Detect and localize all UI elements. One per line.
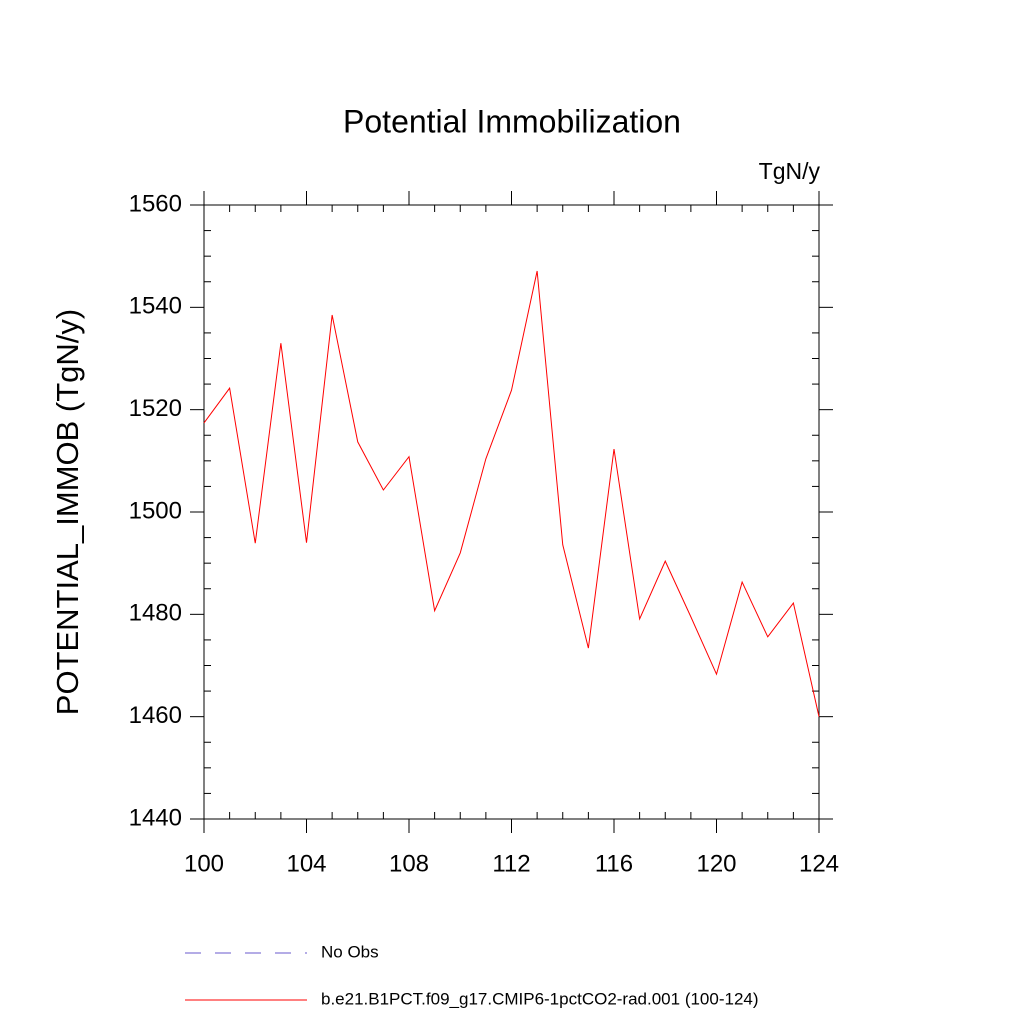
legend-label: b.e21.B1PCT.f09_g17.CMIP6-1pctCO2-rad.00… — [321, 989, 759, 1008]
legend-label: No Obs — [321, 942, 379, 961]
y-tick-label: 1560 — [129, 190, 182, 217]
x-tick-label: 108 — [389, 850, 429, 877]
y-tick-label: 1460 — [129, 702, 182, 729]
x-tick-label: 112 — [492, 850, 530, 877]
y-tick-label: 1480 — [129, 600, 182, 627]
y-tick-label: 1520 — [129, 395, 182, 422]
x-tick-label: 124 — [799, 850, 839, 877]
y-tick-label: 1500 — [129, 497, 182, 524]
y-axis-label: POTENTIAL_IMMOB (TgN/y) — [50, 309, 85, 715]
x-tick-label: 120 — [696, 850, 736, 877]
x-tick-label: 104 — [286, 850, 326, 877]
units-label: TgN/y — [759, 158, 821, 184]
y-tick-label: 1540 — [129, 293, 182, 320]
x-tick-label: 100 — [184, 850, 224, 877]
chart-title: Potential Immobilization — [343, 103, 681, 139]
data-line — [203, 270, 820, 717]
y-tick-label: 1440 — [129, 804, 182, 831]
x-tick-label: 116 — [595, 850, 633, 877]
